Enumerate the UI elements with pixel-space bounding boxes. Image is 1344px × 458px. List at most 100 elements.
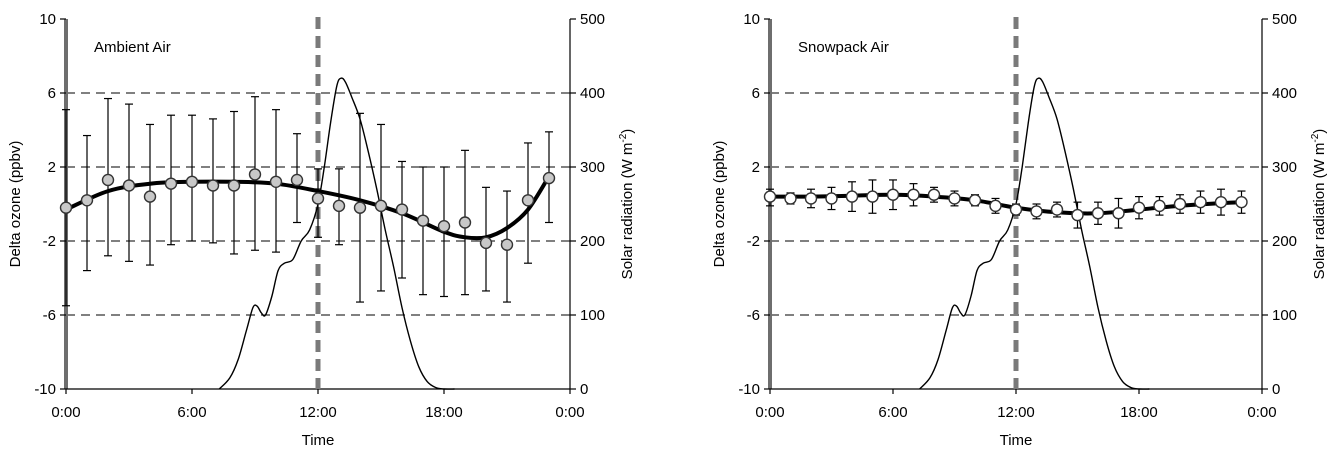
y-tick-label: 2: [48, 159, 56, 176]
solar-radiation-line: [919, 77, 1150, 390]
y2-tick-label: 0: [580, 381, 588, 398]
data-point: [763, 190, 777, 203]
y-tick-label: 10: [39, 11, 56, 28]
fit-curve: [769, 192, 1242, 216]
data-point: [101, 173, 115, 187]
data-point: [1030, 205, 1043, 218]
data-point: [948, 192, 961, 205]
x-tick-label: 18:00: [425, 404, 463, 421]
y2-axis-label-close: ): [619, 129, 636, 134]
data-point: [1153, 199, 1166, 213]
x-tick-label: 0:00: [555, 404, 584, 421]
data-point: [1235, 195, 1248, 209]
data-point: [927, 188, 941, 201]
y2-axis-label-superscript: -2: [1310, 133, 1321, 142]
data-point: [458, 216, 472, 229]
y2-tick-label: 100: [580, 307, 605, 324]
data-point: [1071, 208, 1084, 222]
data-point: [500, 238, 514, 251]
y2-tick-label: 200: [1272, 233, 1297, 250]
y2-tick-label: 300: [1272, 159, 1297, 176]
x-tick-label: 0:00: [755, 404, 784, 421]
y2-axis-label-superscript: -2: [618, 133, 629, 142]
fit-curve: [65, 175, 551, 241]
x-axis-label: Time: [302, 432, 335, 449]
x-tick-label: 18:00: [1120, 404, 1158, 421]
data-point: [1173, 197, 1187, 211]
data-point: [248, 168, 262, 181]
y-tick-label: -10: [738, 381, 760, 398]
data-point: [1132, 201, 1146, 214]
data-point: [907, 188, 920, 201]
data-point: [784, 192, 797, 205]
data-point: [164, 177, 178, 190]
y-tick-label: -2: [43, 233, 56, 250]
data-point: [374, 199, 388, 213]
data-point: [1050, 203, 1064, 216]
x-tick-label: 0:00: [51, 404, 80, 421]
data-point: [1009, 203, 1023, 216]
y-axis-label: Delta ozone (ppbv): [711, 141, 728, 268]
data-point: [1214, 195, 1228, 209]
data-point: [479, 236, 493, 250]
data-point: [437, 219, 451, 233]
data-point: [269, 175, 283, 189]
x-tick-label: 6:00: [878, 404, 907, 421]
data-point: [332, 199, 346, 213]
data-point: [866, 190, 879, 203]
data-point: [80, 194, 94, 207]
x-axis-label: Time: [1000, 432, 1033, 449]
y-tick-label: 2: [752, 159, 760, 176]
y2-tick-label: 400: [580, 85, 605, 102]
y2-tick-label: 200: [580, 233, 605, 250]
y2-axis-label-main: Solar radiation (W m: [1311, 143, 1328, 280]
y-axis-label: Delta ozone (ppbv): [7, 141, 24, 268]
data-point: [59, 201, 73, 214]
y2-tick-label: 300: [580, 159, 605, 176]
data-point: [311, 192, 325, 205]
snowpack-air-panel: 0:00 6:00 12:00 18:00 0:00-10-6-226100100200…: [711, 11, 1328, 449]
y2-tick-label: 500: [1272, 11, 1297, 28]
data-point: [804, 192, 818, 205]
data-point: [1194, 195, 1207, 209]
y-tick-label: 6: [752, 85, 760, 102]
y-tick-label: -2: [747, 233, 760, 250]
y-tick-label: 6: [48, 85, 56, 102]
data-point: [1091, 207, 1105, 220]
y2-tick-label: 100: [1272, 307, 1297, 324]
data-point: [968, 194, 982, 207]
data-point: [886, 188, 900, 201]
y2-tick-label: 400: [1272, 85, 1297, 102]
x-tick-label: 0:00: [1247, 404, 1276, 421]
data-point: [395, 203, 409, 216]
y-tick-label: -6: [747, 307, 760, 324]
y2-axis-label: Solar radiation (W m-2): [1310, 129, 1328, 280]
data-point: [353, 201, 367, 214]
y2-tick-label: 0: [1272, 381, 1280, 398]
data-point: [143, 190, 157, 203]
data-point: [416, 214, 430, 227]
y2-axis-label-close: ): [1311, 129, 1328, 134]
panel-title: Ambient Air: [94, 39, 171, 56]
x-tick-label: 6:00: [177, 404, 206, 421]
data-point: [989, 199, 1002, 213]
ambient-air-panel: 0:00 6:00 12:00 18:00 0:00-10-6-226100100200…: [7, 11, 636, 449]
y2-axis-label: Solar radiation (W m-2): [618, 129, 636, 280]
data-point: [185, 175, 199, 189]
y2-tick-label: 500: [580, 11, 605, 28]
data-point: [290, 173, 304, 187]
data-point: [845, 190, 859, 203]
y2-axis-label-main: Solar radiation (W m: [619, 143, 636, 280]
data-point: [122, 179, 136, 192]
data-point: [1112, 207, 1125, 220]
x-tick-label: 12:00: [299, 404, 337, 421]
data-point: [825, 192, 838, 205]
solar-radiation-line: [218, 77, 455, 390]
data-point: [227, 179, 241, 192]
data-point: [206, 179, 220, 192]
data-point: [542, 171, 556, 185]
y-tick-label: -6: [43, 307, 56, 324]
y-tick-label: -10: [34, 381, 56, 398]
panel-title: Snowpack Air: [798, 39, 889, 56]
